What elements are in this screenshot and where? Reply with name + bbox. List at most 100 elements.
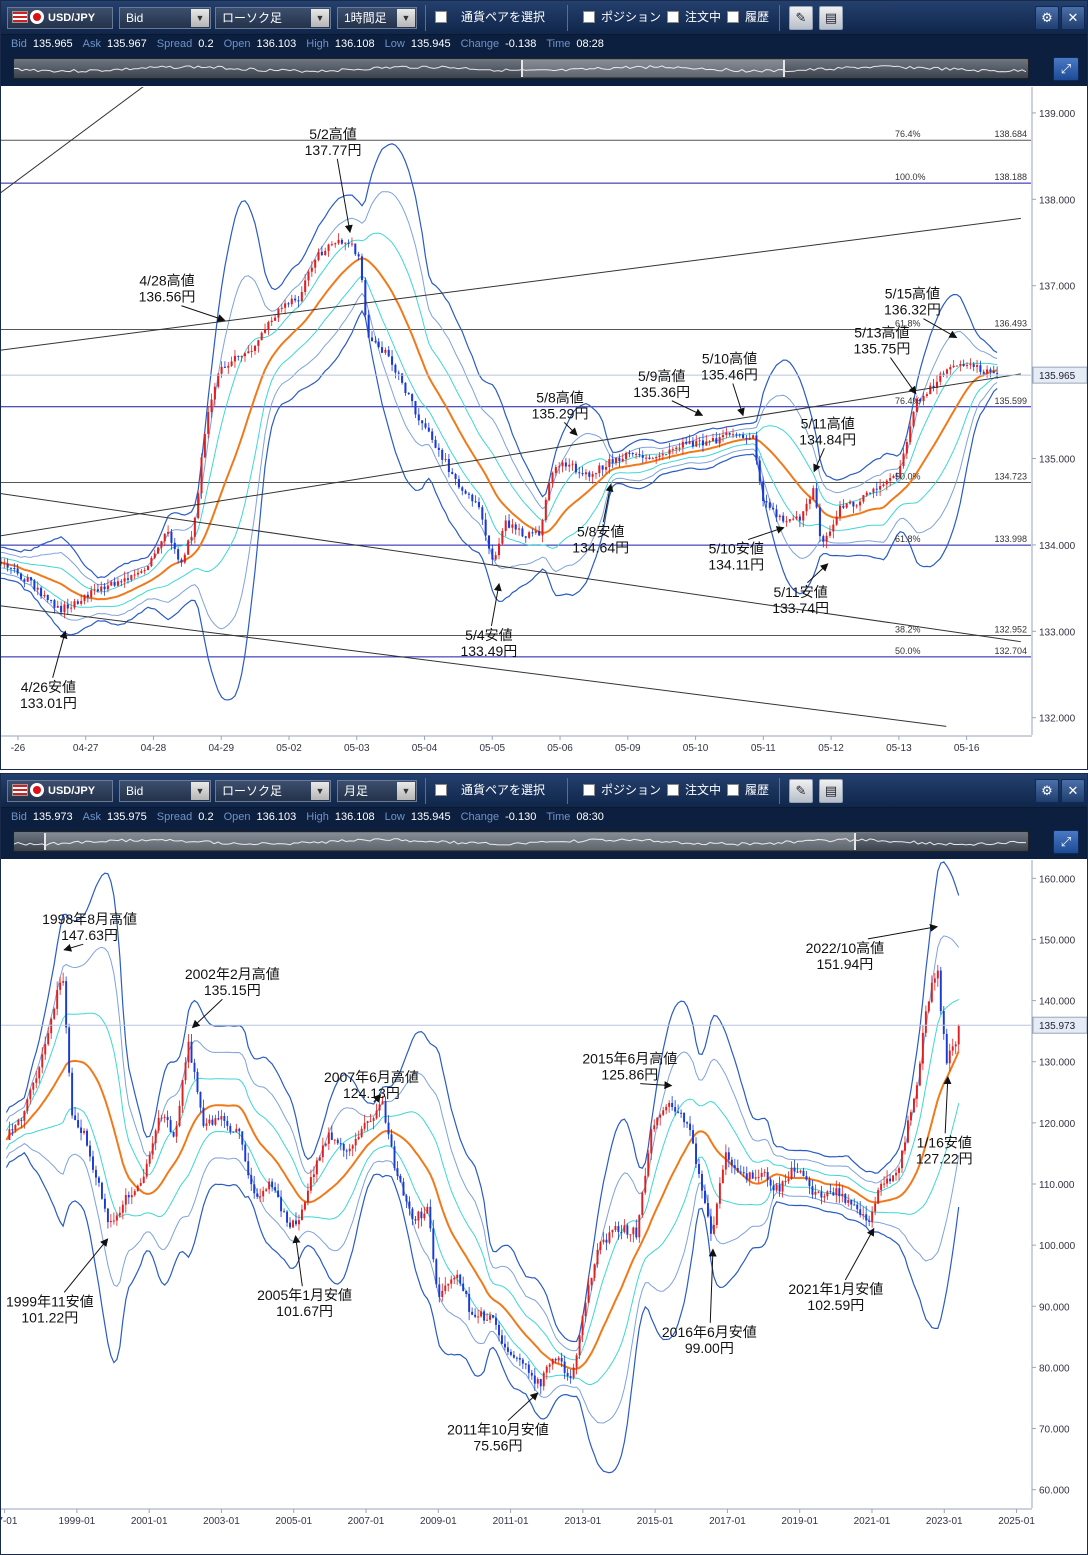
- checkbox[interactable]: [667, 11, 679, 23]
- y-tick-label: 60.000: [1039, 1486, 1070, 1497]
- checkbox[interactable]: [583, 784, 595, 796]
- draw-tool-button[interactable]: ✎: [789, 779, 813, 803]
- candlestick: [548, 1362, 551, 1374]
- pair-label: USD/JPY: [48, 785, 96, 797]
- candlestick: [921, 1025, 924, 1071]
- candlestick: [402, 1177, 405, 1196]
- annotation-arrow: [63, 1238, 109, 1293]
- candlestick: [461, 485, 464, 496]
- checkbox[interactable]: [435, 784, 447, 796]
- bollinger-band-3sigma-lower: [1, 309, 998, 701]
- range-scrollbar[interactable]: [13, 831, 1029, 852]
- orders-toggle[interactable]: 注文中: [667, 7, 721, 29]
- close-icon[interactable]: ✕: [1061, 779, 1085, 803]
- scroll-thumb[interactable]: [44, 833, 856, 850]
- price-chart-monthly[interactable]: 60.000 70.000 80.000 90.000 100.000 110.000 12…: [1, 860, 1087, 1554]
- currency-pair-selector[interactable]: USD/JPY: [7, 7, 113, 29]
- candlestick: [65, 976, 68, 1034]
- annotation-arrow: [181, 305, 226, 322]
- candlestick: [541, 518, 544, 543]
- annotation-title: 2011年10月安値: [447, 1422, 549, 1438]
- candlestick: [183, 552, 186, 565]
- candlestick: [474, 495, 477, 504]
- candlestick: [417, 1210, 420, 1229]
- checkbox[interactable]: [727, 11, 739, 23]
- range-scrollbar[interactable]: [13, 58, 1029, 79]
- candlestick: [853, 1198, 856, 1206]
- history-toggle[interactable]: 履歴: [727, 7, 769, 29]
- candlestick: [487, 535, 491, 555]
- candlestick: [718, 433, 721, 448]
- candlestick: [879, 479, 882, 496]
- select-pair-toggle[interactable]: 通貨ペアを選択: [435, 7, 545, 29]
- indicator-button[interactable]: ▤: [819, 779, 843, 803]
- candlestick: [512, 1350, 515, 1359]
- currency-pair-selector[interactable]: USD/JPY: [7, 780, 113, 802]
- candlestick: [615, 457, 618, 466]
- orders-toggle[interactable]: 注文中: [667, 780, 721, 802]
- candlestick: [172, 1131, 175, 1138]
- plot-area: [1, 860, 1031, 1508]
- current-price-badge: [1032, 366, 1087, 384]
- annotation-arrow: [52, 630, 68, 678]
- annotation-arrow: [813, 448, 825, 473]
- checkbox[interactable]: [435, 11, 447, 23]
- candlestick: [899, 460, 902, 479]
- candlestick: [374, 336, 377, 344]
- scroll-thumb[interactable]: [521, 60, 785, 77]
- position-toggle[interactable]: ポジション: [583, 780, 661, 802]
- candlestick: [623, 1219, 626, 1234]
- candlestick: [883, 1176, 886, 1189]
- candlestick: [30, 576, 33, 586]
- candlestick: [459, 1273, 462, 1287]
- candlestick: [948, 1043, 951, 1072]
- select-pair-toggle[interactable]: 通貨ペアを選択: [435, 780, 545, 802]
- history-toggle[interactable]: 履歴: [727, 780, 769, 802]
- candlestick: [587, 1276, 590, 1304]
- checkbox[interactable]: [583, 11, 595, 23]
- candlestick: [665, 1103, 668, 1115]
- divider: [425, 5, 426, 31]
- checkbox[interactable]: [727, 784, 739, 796]
- annotation-price: 125.86円: [601, 1067, 658, 1083]
- price-chart-hourly[interactable]: 132.000133.000134.000135.000136.000137.0…: [1, 87, 1087, 769]
- indicator-button[interactable]: ▤: [819, 6, 843, 30]
- candlestick: [59, 976, 62, 995]
- candlestick: [318, 1154, 321, 1162]
- chart-type-select[interactable]: ローソク足 ▼: [215, 7, 331, 29]
- candlestick: [432, 1219, 435, 1263]
- candlestick: [668, 1100, 671, 1113]
- candlestick: [76, 599, 79, 605]
- overview-line: [14, 65, 1027, 73]
- candlestick: [324, 247, 327, 256]
- zoom-expand-icon[interactable]: ⤢: [1053, 57, 1079, 81]
- candlestick: [381, 1095, 384, 1105]
- candlestick: [959, 360, 962, 372]
- candlestick: [230, 356, 233, 368]
- position-toggle[interactable]: ポジション: [583, 7, 661, 29]
- candlestick: [14, 1124, 17, 1133]
- gear-icon[interactable]: ⚙: [1035, 6, 1059, 30]
- candlestick: [184, 1057, 187, 1085]
- close-icon[interactable]: ✕: [1061, 6, 1085, 30]
- timeframe-select[interactable]: 1時間足 ▼: [337, 7, 417, 29]
- x-tick-label: 05-16: [954, 743, 980, 754]
- candlestick: [1, 557, 2, 567]
- price-type-select[interactable]: Bid ▼: [119, 780, 211, 802]
- price-type-select[interactable]: Bid ▼: [119, 7, 211, 29]
- zoom-expand-icon[interactable]: ⤢: [1053, 830, 1079, 854]
- candlestick: [345, 1148, 348, 1160]
- fibonacci-percent-label: 76.4%: [895, 396, 921, 406]
- candlestick: [738, 433, 741, 438]
- candlestick: [560, 1352, 563, 1368]
- timeframe-select[interactable]: 月足 ▼: [337, 780, 417, 802]
- chart-type-select[interactable]: ローソク足 ▼: [215, 780, 331, 802]
- y-tick-label: 138.000: [1039, 195, 1076, 206]
- draw-tool-button[interactable]: ✎: [789, 6, 813, 30]
- checkbox[interactable]: [667, 784, 679, 796]
- candlestick: [151, 1135, 154, 1160]
- gear-icon[interactable]: ⚙: [1035, 779, 1059, 803]
